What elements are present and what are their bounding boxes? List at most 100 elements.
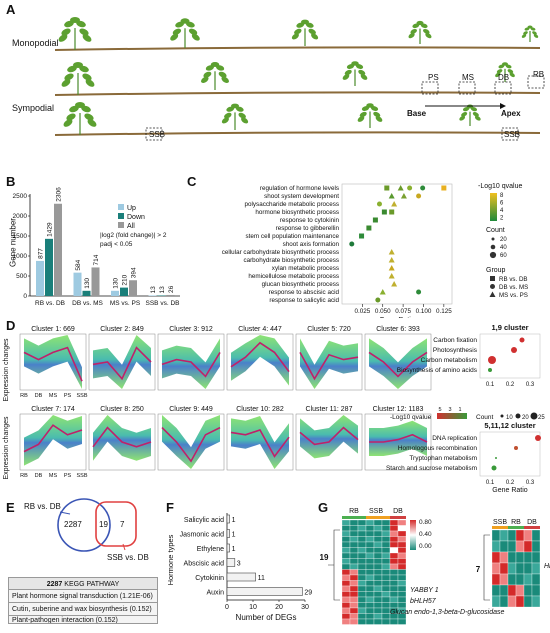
- c-point-triangle: [388, 249, 395, 255]
- plant-icon: [58, 17, 92, 50]
- heat-cell: [507, 551, 517, 564]
- bar-value-label: 2306: [56, 187, 63, 202]
- panel-label-g: G: [318, 500, 329, 515]
- heat-cell: [357, 596, 367, 603]
- heat-cell: [397, 558, 407, 565]
- c-point-circle: [375, 297, 381, 303]
- f-category-label: Cytokinin: [195, 575, 224, 582]
- bar-value-label: 13: [150, 286, 157, 294]
- heat-cell: [357, 536, 367, 543]
- f-xlabel: Number of DEGs: [236, 613, 297, 622]
- cluster-title: Cluster 6: 393: [376, 326, 420, 333]
- heat-cell: [389, 558, 399, 565]
- mini-xtick: 0.2: [506, 480, 515, 486]
- mini-title: 1,9 cluster: [491, 323, 528, 332]
- heat-cell: [381, 552, 391, 559]
- f-bar: [226, 558, 236, 567]
- monopodial-label: Monopodial: [12, 38, 59, 48]
- panel-label-e: E: [6, 500, 15, 515]
- heat-cell: [381, 585, 391, 592]
- cluster-band: [300, 338, 358, 389]
- mini-term: Biosynthesis of amino acids: [397, 367, 478, 374]
- heat-cell: [381, 591, 391, 598]
- heat-cell: [499, 540, 509, 553]
- g-gene-label: YABBY 1: [410, 587, 439, 594]
- heat-cell: [523, 551, 533, 564]
- c-term-label: polysaccharide metabolic process: [245, 201, 340, 208]
- heat-cell: [381, 536, 391, 543]
- g2-col-label: DB: [527, 519, 537, 526]
- heat-cell: [491, 540, 501, 553]
- heat-cell: [507, 540, 517, 553]
- c-q-tick: 4: [500, 208, 504, 214]
- c-count-dot: [489, 251, 497, 259]
- heat-cell: [365, 613, 375, 620]
- c-point-triangle: [397, 185, 404, 191]
- c-point-circle: [376, 201, 382, 207]
- f-bar: [226, 572, 256, 582]
- legend-label: Up: [127, 205, 136, 212]
- cluster-mean-line: [299, 426, 359, 446]
- heat-cell: [389, 596, 399, 603]
- heat-cell: [397, 541, 407, 548]
- arrow-head: [500, 103, 506, 109]
- heat-cell: [397, 602, 407, 609]
- bar: [36, 260, 44, 296]
- kegg-count: 2287: [46, 581, 63, 588]
- g-gene-label: Glucan endo-1,3-beta-D-glucosidase: [390, 609, 505, 616]
- box-label-ssb-1: SSB: [149, 130, 166, 139]
- heat-cell: [357, 547, 367, 554]
- c-term-label: response to salicylic acid: [269, 297, 339, 304]
- mini-xlabel: Gene Ratio: [492, 487, 528, 494]
- d-legend-q-title: -Log10 qvalue: [390, 414, 432, 421]
- g2-col-bar: [508, 526, 524, 529]
- heat-cell: [349, 613, 359, 620]
- c-term-label: glucan biosynthetic process: [262, 281, 339, 288]
- heat-cell: [373, 536, 383, 543]
- c-legend-group-title: Group: [486, 267, 506, 274]
- plant-icon: [291, 19, 319, 46]
- heat-cell: [349, 519, 359, 526]
- c-point-circle: [416, 193, 422, 199]
- heat-cell: [499, 551, 509, 564]
- c-point-square: [441, 185, 447, 191]
- heat-cell: [349, 536, 359, 543]
- heat-cell: [397, 536, 407, 543]
- plant-icon: [521, 25, 539, 42]
- c-xtick-label: 0.050: [375, 308, 391, 315]
- heat-cell: [531, 540, 541, 553]
- stem-line: [54, 46, 541, 51]
- cluster-xtick: DB: [35, 393, 43, 399]
- g2-col-bar: [492, 526, 508, 529]
- heat-cell: [365, 574, 375, 581]
- heat-cell: [349, 552, 359, 559]
- cluster-title: Cluster 11: 287: [306, 406, 353, 413]
- heat-cell: [389, 602, 399, 609]
- c-point-triangle: [388, 193, 395, 199]
- cluster-band: [300, 415, 358, 459]
- bar: [54, 203, 62, 296]
- mini-xtick: 0.1: [486, 382, 495, 388]
- heat-cell: [373, 558, 383, 565]
- heat-cell: [381, 525, 391, 532]
- dashed-box: [421, 81, 439, 95]
- heat-cell: [381, 530, 391, 537]
- mini-term: Homologous recombination: [398, 445, 478, 452]
- heat-cell: [381, 541, 391, 548]
- heat-cell: [389, 585, 399, 592]
- cluster-mean-line: [92, 426, 152, 448]
- heat-cell: [365, 552, 375, 559]
- venn-diagram: [57, 498, 137, 552]
- b-ylabel: Gene number: [8, 218, 18, 267]
- f-category-label: Salicylic acid: [184, 517, 224, 524]
- heat-cell: [341, 585, 351, 592]
- cluster-xtick: PS: [64, 393, 72, 399]
- c-q-tick: 6: [500, 201, 504, 207]
- c-q-tick: 8: [500, 193, 504, 199]
- cluster-title: Cluster 3: 912: [169, 326, 213, 333]
- mini-dot: [488, 368, 492, 372]
- cluster-mean-line: [369, 433, 428, 443]
- heat-cell: [373, 618, 383, 625]
- dashed-box: [501, 127, 519, 141]
- heat-cell: [349, 591, 359, 598]
